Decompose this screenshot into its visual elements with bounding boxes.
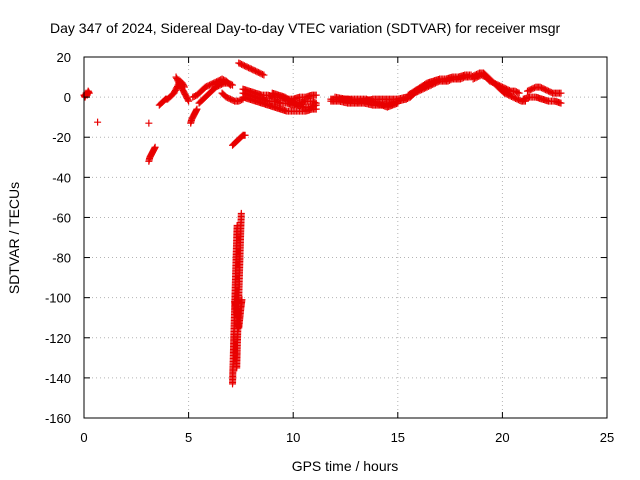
data-point xyxy=(94,118,102,126)
y-tick-label: -40 xyxy=(52,170,71,185)
axis-ticks: 0 5 10 15 20 25 -160 -140 -120 -100 -80 -60 -40 -20 0 2… xyxy=(45,50,614,445)
data-point xyxy=(184,96,192,104)
x-tick-label: 20 xyxy=(495,430,509,445)
data-point xyxy=(227,80,235,88)
data-point xyxy=(145,119,153,127)
x-tick-label: 5 xyxy=(185,430,192,445)
y-axis-label: SDTVAR / TECUs xyxy=(6,182,22,294)
data-point xyxy=(85,89,93,97)
data-point xyxy=(312,91,320,99)
y-tick-label: -100 xyxy=(45,291,71,306)
y-tick-label: 20 xyxy=(57,50,71,65)
y-tick-label: -80 xyxy=(52,251,71,266)
data-point xyxy=(229,81,237,89)
x-tick-label: 0 xyxy=(80,430,87,445)
data-point xyxy=(557,89,565,97)
y-tick-label: -160 xyxy=(45,411,71,426)
chart-title: Day 347 of 2024, Sidereal Day-to-day VTE… xyxy=(50,20,560,36)
y-tick-label: -140 xyxy=(45,371,71,386)
data-point xyxy=(237,209,245,217)
data-point xyxy=(557,99,565,107)
data-point xyxy=(260,71,268,79)
plot-frame xyxy=(83,56,608,419)
data-point xyxy=(238,296,246,304)
y-tick-label: -120 xyxy=(45,331,71,346)
data-point xyxy=(185,97,193,105)
y-tick-label: -60 xyxy=(52,210,71,225)
data-points xyxy=(80,59,565,388)
grid-lines xyxy=(84,57,607,418)
data-point xyxy=(259,70,267,78)
data-point xyxy=(394,99,402,107)
data-point xyxy=(193,105,201,113)
x-tick-label: 25 xyxy=(600,430,614,445)
data-point xyxy=(515,89,523,97)
x-tick-label: 10 xyxy=(286,430,300,445)
data-point xyxy=(514,88,522,96)
data-point xyxy=(241,131,249,139)
y-tick-label: -20 xyxy=(52,130,71,145)
x-axis-label: GPS time / hours xyxy=(292,458,399,474)
y-tick-label: 0 xyxy=(64,90,71,105)
data-point xyxy=(151,143,159,151)
x-tick-label: 15 xyxy=(391,430,405,445)
data-point xyxy=(312,101,320,109)
